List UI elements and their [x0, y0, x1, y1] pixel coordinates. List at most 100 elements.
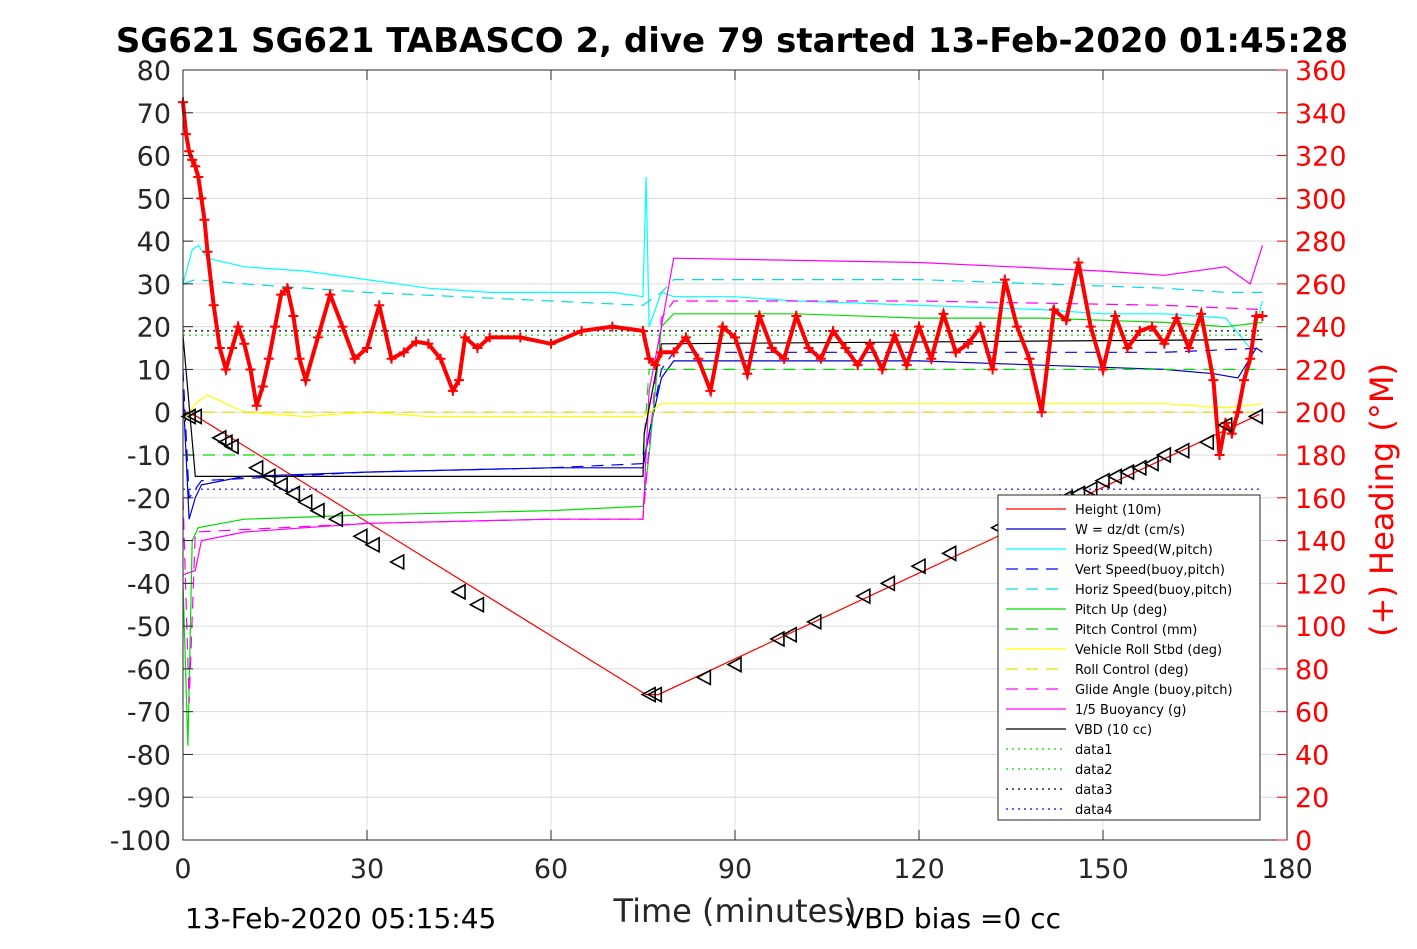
y-tick-label: 10 [137, 355, 171, 386]
heading-point [987, 364, 998, 375]
triangle-marker [1118, 463, 1135, 481]
heading-point [576, 325, 587, 336]
series-line [182, 313, 1263, 746]
series-line [182, 245, 1264, 576]
right-tick-label: 220 [1295, 355, 1347, 386]
right-tick-label: 180 [1295, 441, 1347, 472]
triangle-marker [1082, 480, 1098, 498]
heading-point [208, 300, 219, 311]
heading-point [374, 300, 385, 311]
heading-point [251, 400, 262, 411]
triangle-marker [640, 686, 656, 703]
heading-point [1183, 343, 1194, 354]
heading-point [411, 336, 422, 347]
triangle-marker [1247, 408, 1264, 425]
heading-point [766, 343, 777, 354]
heading-point [193, 171, 204, 182]
x-tick-label: 120 [893, 854, 945, 885]
heading-point [1245, 353, 1256, 364]
triangle-marker [272, 476, 288, 494]
heading-point [337, 321, 348, 332]
ticks-layer: 0 30 60 90 120 150 180-100-90-80-70-60-50-40-3… [110, 56, 1347, 885]
legend-label: data4 [1075, 803, 1113, 818]
heading-point [938, 308, 949, 319]
legend-label: Roll Control (deg) [1075, 663, 1189, 678]
right-tick-label: 320 [1295, 142, 1347, 173]
heading-point [220, 364, 231, 375]
heading-point [263, 353, 274, 364]
heading-point [1122, 343, 1133, 354]
triangle-marker [646, 686, 663, 703]
heading-point [1048, 304, 1059, 315]
triangle-marker [1155, 446, 1172, 464]
heading-layer [178, 97, 1268, 460]
heading-point [999, 274, 1010, 285]
heading-point [791, 310, 802, 321]
triangle-marker [695, 669, 712, 686]
y-tick-label: -80 [127, 740, 171, 771]
y-tick-label: -30 [127, 527, 171, 558]
heading-point [472, 343, 483, 354]
heading-point [926, 353, 937, 364]
heading-point [1208, 375, 1219, 386]
right-tick-label: 240 [1295, 313, 1347, 344]
triangle-marker [468, 596, 485, 614]
heading-point [950, 347, 961, 358]
right-tick-label: 20 [1295, 783, 1329, 814]
heading-point [607, 321, 618, 332]
heading-point [1012, 321, 1023, 332]
heading-point [877, 364, 888, 375]
heading-point [1159, 338, 1170, 349]
heading-point [233, 321, 244, 332]
legend-label: Glide Angle (buoy,pitch) [1075, 683, 1233, 698]
right-tick-label: 280 [1295, 227, 1347, 258]
heading-point [312, 332, 323, 343]
triangle-marker [364, 536, 380, 554]
heading-point [1073, 257, 1084, 268]
heading-point [349, 353, 360, 364]
heading-point [1214, 450, 1225, 460]
marker-layer [180, 408, 1264, 703]
right-tick-label: 80 [1295, 655, 1329, 686]
right-tick-label: 360 [1295, 56, 1347, 87]
y-tick-label: 0 [154, 398, 171, 429]
legend-label: Height (10m) [1075, 503, 1161, 518]
legend-label: Horiz Speed(W,pitch) [1075, 543, 1213, 558]
legend-label: data2 [1075, 763, 1113, 778]
heading-point [644, 353, 655, 364]
x-tick-label: 0 [174, 854, 191, 885]
x-tick-label: 150 [1077, 854, 1129, 885]
heading-point [300, 375, 311, 386]
triangle-marker [1094, 472, 1110, 490]
heading-point [803, 343, 814, 354]
heading-point [454, 375, 464, 386]
triangle-marker [309, 502, 325, 519]
heading-point [901, 360, 912, 371]
triangle-marker [260, 468, 276, 485]
heading-point [187, 154, 198, 165]
heading-point [1134, 325, 1145, 336]
legend-label: Vehicle Roll Stbd (deg) [1075, 643, 1222, 658]
triangle-marker [450, 583, 466, 601]
y-tick-label: -60 [127, 655, 171, 686]
x-tick-label: 30 [350, 854, 384, 885]
triangle-marker [769, 630, 785, 648]
y-tick-label: 80 [137, 56, 171, 87]
heading-point [717, 321, 728, 332]
footer-vbd-bias: VBD bias =0 cc [845, 902, 1061, 935]
heading-point [693, 353, 704, 364]
heading-point [1171, 313, 1182, 324]
legend-items: Height (10m) W = dz/dt (cm/s) Horiz Speed(… [1006, 503, 1233, 818]
heading-point [852, 360, 863, 371]
legend-label: W = dz/dt (cm/s) [1075, 523, 1185, 538]
heading-point [276, 289, 287, 300]
legend-label: Pitch Up (deg) [1075, 603, 1167, 618]
footer-timestamp: 13-Feb-2020 05:15:45 [185, 902, 496, 935]
triangle-marker [1131, 459, 1147, 477]
triangle-marker [1216, 416, 1233, 434]
x-tick-label: 90 [718, 854, 752, 885]
series-line [182, 335, 1263, 477]
heading-point [325, 289, 336, 300]
y-tick-label: -70 [127, 698, 171, 729]
heading-point [828, 325, 839, 336]
